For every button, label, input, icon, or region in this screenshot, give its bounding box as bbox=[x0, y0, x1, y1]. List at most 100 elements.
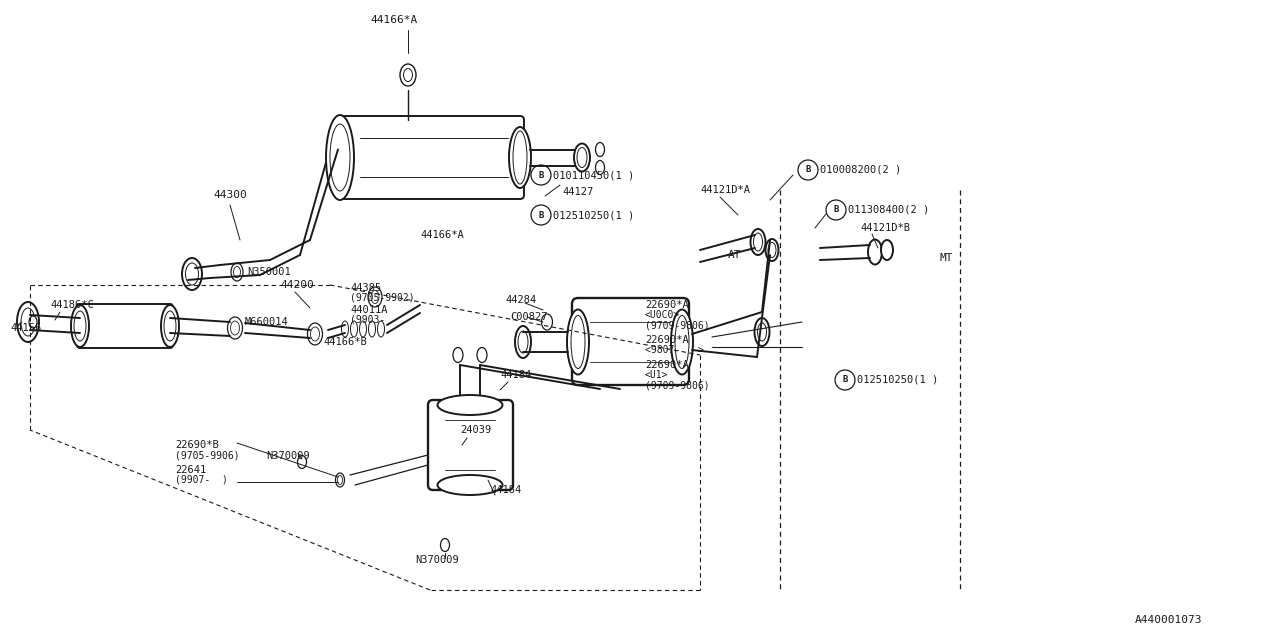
Text: MT: MT bbox=[940, 253, 954, 263]
Text: 44166*A: 44166*A bbox=[370, 15, 417, 25]
Ellipse shape bbox=[750, 229, 765, 255]
Text: 44385: 44385 bbox=[349, 283, 381, 293]
Text: 44284: 44284 bbox=[506, 295, 536, 305]
Ellipse shape bbox=[509, 127, 531, 188]
Text: 44166*A: 44166*A bbox=[420, 230, 463, 240]
Ellipse shape bbox=[186, 263, 198, 285]
Ellipse shape bbox=[577, 147, 588, 168]
Ellipse shape bbox=[351, 321, 357, 337]
Ellipse shape bbox=[567, 310, 589, 374]
Ellipse shape bbox=[768, 243, 776, 257]
Ellipse shape bbox=[338, 476, 343, 484]
Text: 012510250(1 ): 012510250(1 ) bbox=[858, 375, 938, 385]
Text: 44200: 44200 bbox=[280, 280, 314, 290]
Text: 22690*A: 22690*A bbox=[645, 335, 689, 345]
Text: (9903-: (9903- bbox=[349, 315, 385, 325]
Ellipse shape bbox=[754, 233, 763, 251]
Ellipse shape bbox=[230, 263, 243, 281]
Ellipse shape bbox=[230, 321, 239, 335]
Ellipse shape bbox=[326, 115, 355, 200]
Ellipse shape bbox=[371, 291, 379, 303]
Text: 22641: 22641 bbox=[175, 465, 206, 475]
Ellipse shape bbox=[758, 323, 767, 341]
Text: 24039: 24039 bbox=[460, 425, 492, 435]
Text: <U1>: <U1> bbox=[645, 370, 668, 380]
Ellipse shape bbox=[182, 258, 202, 290]
Text: (9709-9806): (9709-9806) bbox=[645, 380, 709, 390]
Ellipse shape bbox=[595, 161, 604, 175]
Text: N370009: N370009 bbox=[266, 451, 310, 461]
Text: 44127: 44127 bbox=[562, 187, 593, 197]
Text: 44184: 44184 bbox=[490, 485, 521, 495]
Text: 44156: 44156 bbox=[10, 323, 41, 333]
Text: N370009: N370009 bbox=[415, 555, 458, 565]
Text: <U0C0>: <U0C0> bbox=[645, 310, 680, 320]
Ellipse shape bbox=[765, 239, 778, 261]
Text: B: B bbox=[805, 166, 810, 175]
Ellipse shape bbox=[360, 321, 366, 337]
Ellipse shape bbox=[399, 64, 416, 86]
Ellipse shape bbox=[675, 316, 689, 369]
Ellipse shape bbox=[438, 395, 503, 415]
Text: C00827: C00827 bbox=[509, 312, 548, 322]
Ellipse shape bbox=[440, 538, 449, 552]
Ellipse shape bbox=[20, 308, 35, 336]
FancyBboxPatch shape bbox=[335, 116, 524, 199]
Ellipse shape bbox=[369, 321, 375, 337]
Text: B: B bbox=[539, 211, 544, 220]
Ellipse shape bbox=[573, 143, 590, 172]
Text: M660014: M660014 bbox=[244, 317, 289, 327]
Ellipse shape bbox=[228, 317, 242, 339]
Ellipse shape bbox=[754, 318, 769, 346]
Text: 44121D*A: 44121D*A bbox=[700, 185, 750, 195]
Text: 012510250(1 ): 012510250(1 ) bbox=[553, 210, 635, 220]
Text: 44121D*B: 44121D*B bbox=[860, 223, 910, 233]
Text: B: B bbox=[833, 205, 838, 214]
Text: B: B bbox=[539, 170, 544, 179]
Text: 44300: 44300 bbox=[212, 190, 247, 200]
Ellipse shape bbox=[595, 143, 604, 157]
Ellipse shape bbox=[17, 302, 38, 342]
Ellipse shape bbox=[453, 348, 463, 362]
Ellipse shape bbox=[74, 311, 86, 341]
Text: 22690*A: 22690*A bbox=[645, 300, 689, 310]
Text: (9907-  ): (9907- ) bbox=[175, 475, 228, 485]
Text: 44011A: 44011A bbox=[349, 305, 388, 315]
Ellipse shape bbox=[881, 240, 893, 260]
Text: (9705-9906): (9705-9906) bbox=[175, 450, 239, 460]
Text: 44186*C: 44186*C bbox=[50, 300, 93, 310]
Ellipse shape bbox=[233, 266, 241, 278]
Text: (9705-9902): (9705-9902) bbox=[349, 293, 415, 303]
Ellipse shape bbox=[307, 323, 323, 345]
Text: 22690*B: 22690*B bbox=[175, 440, 219, 450]
FancyBboxPatch shape bbox=[572, 298, 689, 385]
Text: 44184: 44184 bbox=[500, 370, 531, 380]
FancyBboxPatch shape bbox=[428, 400, 513, 490]
Ellipse shape bbox=[671, 310, 692, 374]
Ellipse shape bbox=[477, 348, 486, 362]
Ellipse shape bbox=[513, 131, 527, 184]
Ellipse shape bbox=[164, 311, 177, 341]
Ellipse shape bbox=[369, 287, 381, 307]
Ellipse shape bbox=[541, 314, 553, 330]
Ellipse shape bbox=[403, 68, 412, 81]
Ellipse shape bbox=[518, 331, 529, 353]
Ellipse shape bbox=[161, 305, 179, 347]
Ellipse shape bbox=[29, 316, 37, 328]
Ellipse shape bbox=[342, 321, 348, 337]
FancyBboxPatch shape bbox=[77, 304, 173, 348]
Ellipse shape bbox=[571, 316, 585, 369]
Text: 010008200(2 ): 010008200(2 ) bbox=[820, 165, 901, 175]
Text: 010110450(1 ): 010110450(1 ) bbox=[553, 170, 635, 180]
Ellipse shape bbox=[70, 305, 90, 347]
Ellipse shape bbox=[378, 321, 384, 337]
Text: 011308400(2 ): 011308400(2 ) bbox=[849, 205, 929, 215]
Ellipse shape bbox=[438, 475, 503, 495]
Text: 44166*B: 44166*B bbox=[323, 337, 367, 347]
Ellipse shape bbox=[311, 327, 320, 341]
Text: N350001: N350001 bbox=[247, 267, 291, 277]
Text: <9807-   >: <9807- > bbox=[645, 345, 704, 355]
Text: (9709-9806): (9709-9806) bbox=[645, 320, 709, 330]
Ellipse shape bbox=[335, 473, 344, 487]
Text: B: B bbox=[842, 376, 847, 385]
